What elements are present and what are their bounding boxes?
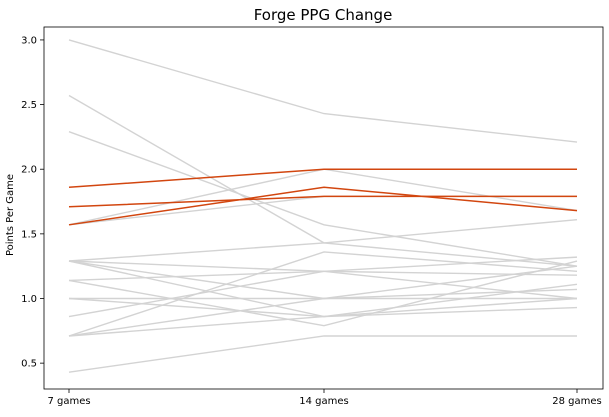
x-tick-label-1: 14 games — [299, 396, 348, 407]
series-line-16 — [68, 335, 577, 373]
y-tick-label-1: 1.0 — [21, 294, 37, 305]
highlight-series-line-20 — [68, 186, 578, 226]
x-tick-label-2: 28 games — [552, 396, 601, 407]
x-axis: 7 games 14 games 28 games — [47, 389, 602, 407]
series-line-12 — [68, 270, 578, 318]
series-line-11 — [68, 297, 578, 318]
series-line-1 — [68, 94, 578, 267]
y-tick-label-5: 3.0 — [21, 35, 37, 46]
series-layer — [68, 39, 578, 373]
y-axis: 0.5 1.0 1.5 2.0 2.5 3.0 — [21, 35, 44, 370]
series-line-2 — [68, 131, 578, 267]
y-tick-label-2: 1.5 — [21, 229, 37, 240]
series-line-14 — [68, 265, 578, 337]
y-tick-label-0: 0.5 — [21, 359, 37, 370]
highlight-series-line-18 — [68, 168, 577, 189]
series-line-17 — [68, 195, 577, 226]
series-line-7 — [68, 260, 578, 318]
chart-title: Forge PPG Change — [254, 6, 393, 24]
series-line-4 — [68, 218, 578, 262]
series-line-9 — [68, 260, 578, 327]
y-tick-label-3: 2.0 — [21, 165, 37, 176]
y-tick-label-4: 2.5 — [21, 100, 37, 111]
highlight-series-line-19 — [68, 195, 577, 208]
series-line-13 — [68, 251, 578, 337]
plot-frame — [43, 26, 604, 390]
y-axis-label: Points Per Game — [5, 174, 16, 256]
series-line-6 — [68, 260, 577, 300]
series-line-5 — [68, 260, 578, 276]
x-tick-label-0: 7 games — [47, 396, 90, 407]
series-line-15 — [68, 306, 578, 337]
series-line-0 — [68, 39, 578, 143]
